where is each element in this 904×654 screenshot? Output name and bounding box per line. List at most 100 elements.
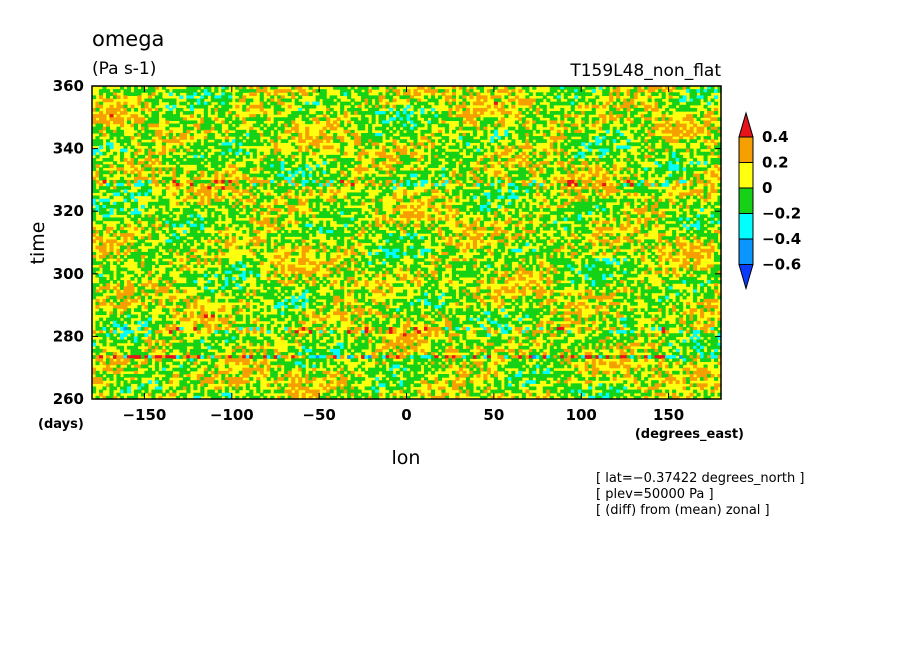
heatmap-cell (602, 208, 607, 212)
heatmap-cell (389, 176, 394, 181)
heatmap-field (92, 86, 722, 400)
heatmap-cell (291, 142, 296, 147)
heatmap-cell (584, 111, 589, 115)
heatmap-cell (472, 192, 477, 197)
heatmap-cell (637, 239, 642, 244)
heatmap-cell (406, 129, 411, 134)
heatmap-cell (630, 142, 635, 147)
heatmap-cell (200, 220, 205, 225)
heatmap-cell (158, 198, 163, 203)
heatmap-cell (675, 217, 680, 222)
heatmap-cell (483, 107, 488, 112)
heatmap-cell (189, 214, 194, 219)
heatmap-cell (654, 123, 659, 128)
heatmap-cell (588, 229, 593, 234)
heatmap-cell (427, 129, 432, 134)
heatmap-cell (347, 92, 352, 96)
heatmap-cell (574, 183, 579, 187)
heatmap-cell (154, 233, 159, 237)
heatmap-cell (364, 98, 369, 103)
heatmap-cell (214, 195, 219, 200)
heatmap-cell (602, 214, 607, 219)
heatmap-cell (161, 142, 166, 147)
heatmap-cell (329, 114, 334, 118)
heatmap-cell (427, 104, 432, 109)
heatmap-cell (252, 136, 257, 140)
heatmap-cell (242, 107, 247, 112)
heatmap-cell (675, 179, 680, 184)
heatmap-cell (165, 139, 170, 143)
heatmap-cell (210, 154, 215, 159)
heatmap-cell (140, 229, 146, 234)
heatmap-cell (714, 173, 719, 178)
heatmap-cell (581, 226, 586, 231)
heatmap-cell (147, 157, 152, 162)
heatmap-cell (703, 123, 708, 128)
heatmap-cell (207, 126, 212, 131)
heatmap-cell (294, 189, 299, 194)
heatmap-cell (490, 95, 495, 100)
heatmap-cell (556, 98, 561, 103)
heatmap-cell (644, 167, 649, 172)
heatmap-cell (105, 229, 111, 234)
heatmap-cell (584, 126, 589, 131)
heatmap-cell (409, 226, 415, 231)
heatmap-cell (137, 192, 142, 197)
heatmap-cell (273, 86, 278, 90)
heatmap-cell (123, 95, 128, 100)
heatmap-cell (102, 98, 107, 103)
heatmap-cell (98, 142, 104, 147)
heatmap-cell (535, 92, 540, 96)
heatmap-cell (165, 217, 170, 222)
heatmap-cell (326, 236, 331, 240)
heatmap-cell (479, 220, 484, 225)
heatmap-cell (416, 101, 422, 106)
heatmap-cell (479, 89, 484, 93)
heatmap-cell (151, 226, 156, 231)
heatmap-cell (686, 142, 691, 147)
heatmap-cell (277, 204, 282, 209)
heatmap-cell (123, 111, 128, 115)
heatmap-cell (333, 95, 338, 100)
heatmap-cell (658, 173, 663, 178)
heatmap-cell (242, 167, 247, 172)
heatmap-cell (672, 236, 677, 240)
heatmap-cell (186, 223, 191, 228)
heatmap-cell (504, 164, 509, 168)
heatmap-cell (165, 132, 170, 137)
heatmap-cell (413, 123, 418, 128)
heatmap-cell (224, 101, 229, 106)
heatmap-cell (430, 145, 436, 150)
heatmap-cell (354, 120, 359, 125)
heatmap-cell (256, 183, 261, 187)
heatmap-cell (343, 201, 348, 206)
heatmap-cell (147, 236, 152, 240)
heatmap-cell (151, 220, 156, 225)
heatmap-cell (336, 198, 341, 203)
heatmap-cell (315, 117, 320, 122)
heatmap-cell (221, 176, 226, 181)
heatmap-cell (511, 104, 516, 109)
heatmap-cell (175, 107, 180, 112)
heatmap-cell (700, 173, 705, 178)
heatmap-cell (137, 189, 142, 194)
heatmap-cell (186, 86, 191, 90)
heatmap-cell (133, 167, 139, 172)
heatmap-cell (119, 123, 125, 128)
heatmap-cell (357, 198, 362, 203)
heatmap-cell (102, 89, 107, 93)
heatmap-cell (340, 157, 345, 162)
heatmap-cell (193, 229, 198, 234)
heatmap-cell (619, 223, 624, 228)
heatmap-cell (584, 120, 589, 125)
heatmap-cell (542, 114, 547, 118)
heatmap-cell (252, 89, 257, 93)
heatmap-cell (336, 226, 341, 231)
heatmap-cell (605, 192, 610, 197)
heatmap-cell (224, 120, 229, 125)
heatmap-cell (95, 236, 100, 240)
heatmap-cell (493, 217, 498, 222)
heatmap-cell (291, 120, 296, 125)
heatmap-cell (423, 95, 429, 100)
heatmap-cell (437, 226, 443, 231)
